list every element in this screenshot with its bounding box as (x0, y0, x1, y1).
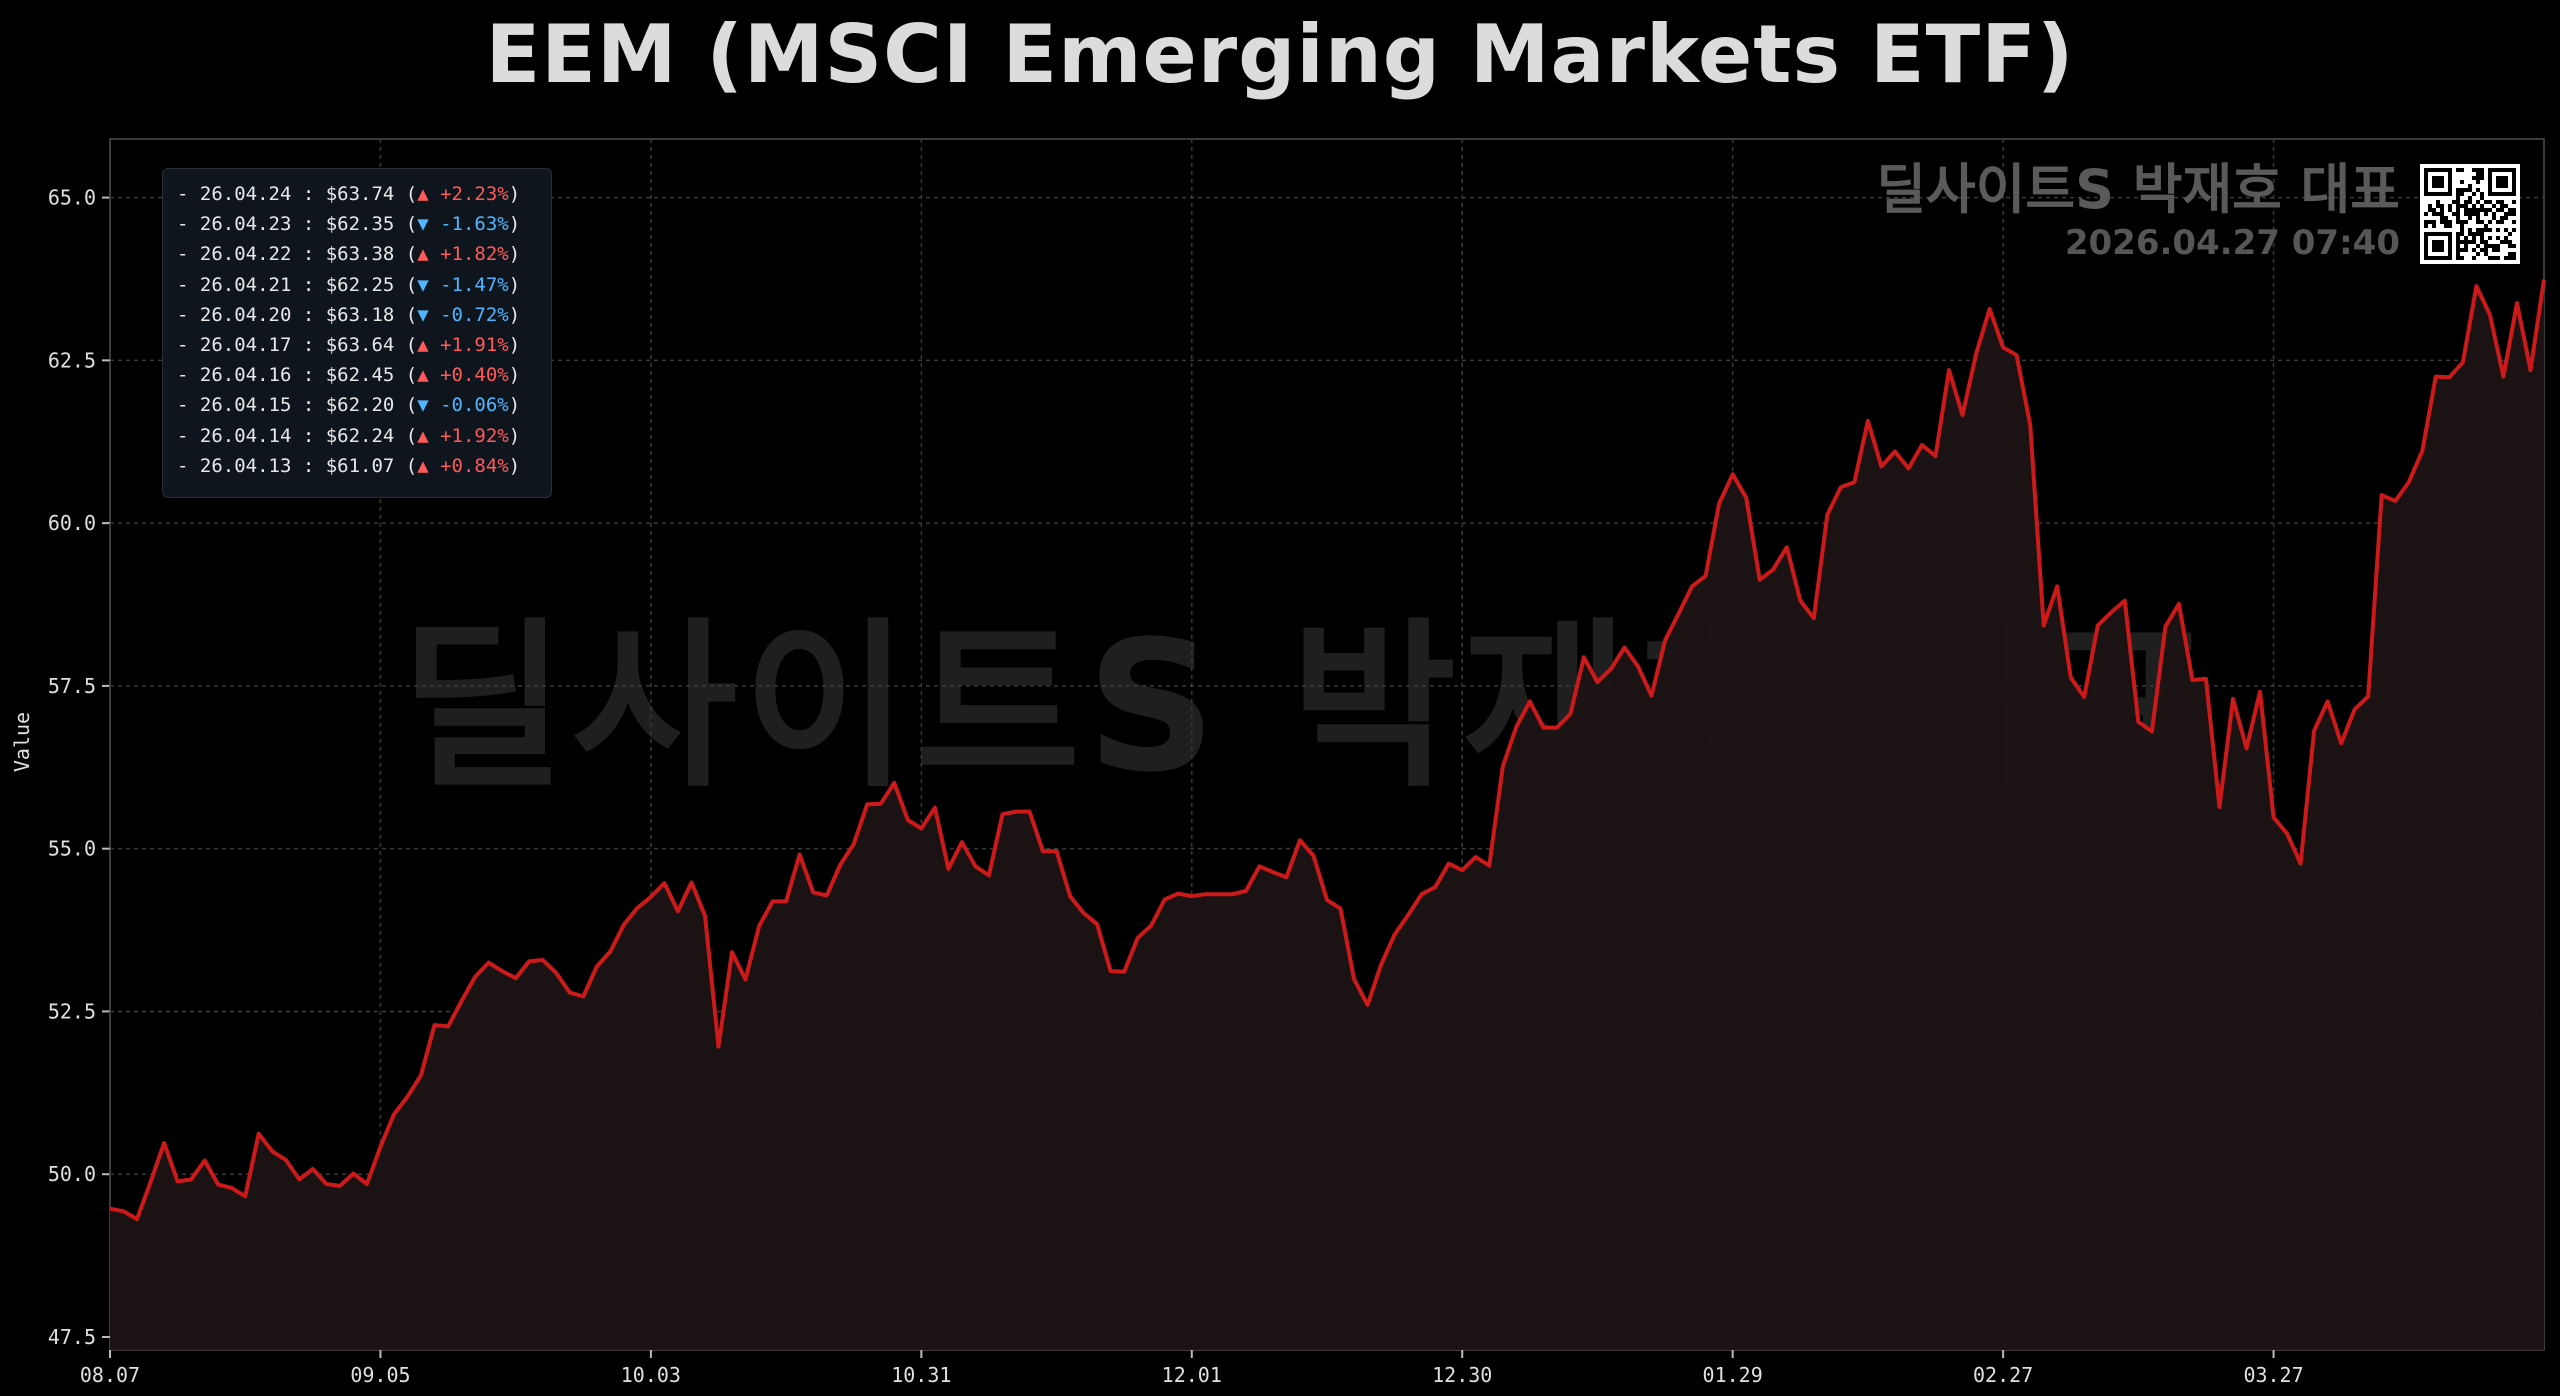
legend-change: ▲ +0.40% (417, 364, 509, 387)
legend-paren: ) (508, 303, 521, 326)
legend-date-price: - 26.04.17 : $63.64 ( (177, 333, 418, 356)
chart-title: EEM (MSCI Emerging Markets ETF) (485, 8, 2075, 101)
legend-paren: ) (508, 364, 521, 387)
x-tick-label: 08.07 (80, 1363, 140, 1387)
legend-row: - 26.04.17 : $63.64 (▲ +1.91%) (177, 330, 537, 360)
watermark-small: 딜사이트S 박재호 대표 2026.04.27 07:40 (1876, 160, 2400, 266)
legend-row: - 26.04.16 : $62.45 (▲ +0.40%) (177, 360, 537, 390)
x-tick-label: 09.05 (350, 1363, 410, 1387)
legend-date-price: - 26.04.16 : $62.45 ( (177, 364, 418, 387)
legend-paren: ) (508, 454, 521, 477)
legend-paren: ) (508, 333, 521, 356)
legend-paren: ) (508, 394, 521, 417)
legend-paren: ) (508, 183, 521, 205)
y-tick-label: 52.5 (48, 999, 96, 1023)
y-tick-label: 47.5 (48, 1325, 96, 1349)
legend-change: ▲ +1.82% (417, 243, 509, 266)
legend-row: - 26.04.15 : $62.20 (▼ -0.06%) (177, 390, 537, 420)
legend-change: ▼ -0.06% (417, 394, 509, 417)
y-tick-label: 57.5 (48, 674, 96, 698)
y-axis-label: Value (10, 711, 35, 773)
x-tick-label: 10.03 (621, 1363, 681, 1387)
y-tick-label: 55.0 (48, 837, 96, 861)
legend-row: - 26.04.23 : $62.35 (▼ -1.63%) (177, 209, 537, 239)
x-tick-label: 02.27 (1973, 1363, 2033, 1387)
legend-change: ▲ +0.84% (417, 454, 509, 477)
x-tick-label: 10.31 (891, 1363, 951, 1387)
x-tick-label: 01.29 (1703, 1363, 1763, 1387)
legend-date-price: - 26.04.23 : $62.35 ( (177, 213, 418, 236)
x-tick-label: 03.27 (2243, 1363, 2303, 1387)
legend-row: - 26.04.14 : $62.24 (▲ +1.92%) (177, 421, 537, 451)
y-tick-label: 60.0 (48, 511, 96, 535)
legend-paren: ) (508, 243, 521, 266)
legend-date-price: - 26.04.13 : $61.07 ( (177, 454, 418, 477)
legend-row: - 26.04.24 : $63.74 (▲ +2.23%) (177, 179, 537, 209)
legend-date-price: - 26.04.14 : $62.24 ( (177, 424, 418, 447)
legend-paren: ) (508, 213, 521, 236)
legend-change: ▲ +2.23% (417, 183, 509, 205)
legend-date-price: - 26.04.15 : $62.20 ( (177, 394, 418, 417)
series-line (109, 279, 2546, 1222)
legend-paren: ) (508, 424, 521, 447)
legend-paren: ) (508, 273, 521, 296)
legend-change: ▼ -0.72% (417, 303, 509, 326)
legend-row: - 26.04.13 : $61.07 (▲ +0.84%) (177, 451, 537, 481)
x-tick-label: 12.01 (1162, 1363, 1222, 1387)
legend-row: - 26.04.22 : $63.38 (▲ +1.82%) (177, 239, 537, 269)
legend-change: ▼ -1.47% (417, 273, 509, 296)
series-area (110, 279, 2544, 1351)
legend-date-price: - 26.04.20 : $63.18 ( (177, 303, 418, 326)
x-tick-label: 12.30 (1432, 1363, 1492, 1387)
legend-date-price: - 26.04.24 : $63.74 ( (177, 183, 418, 205)
legend-change: ▲ +1.92% (417, 424, 509, 447)
legend-box: - 26.04.24 : $63.74 (▲ +2.23%) - 26.04.23… (162, 168, 552, 498)
watermark-date: 2026.04.27 07:40 (2064, 223, 2400, 263)
legend-change: ▼ -1.63% (417, 213, 509, 236)
legend-date-price: - 26.04.22 : $63.38 ( (177, 243, 418, 266)
watermark-name: 딜사이트S 박재호 대표 (1876, 158, 2400, 221)
legend-change: ▲ +1.91% (417, 333, 509, 356)
y-tick-label: 50.0 (48, 1162, 96, 1186)
qr-code-icon (2420, 164, 2520, 264)
y-tick-label: 65.0 (48, 186, 96, 210)
y-tick-label: 62.5 (48, 348, 96, 372)
legend-row: - 26.04.21 : $62.25 (▼ -1.47%) (177, 270, 537, 300)
legend-date-price: - 26.04.21 : $62.25 ( (177, 273, 418, 296)
legend-row: - 26.04.20 : $63.18 (▼ -0.72%) (177, 300, 537, 330)
